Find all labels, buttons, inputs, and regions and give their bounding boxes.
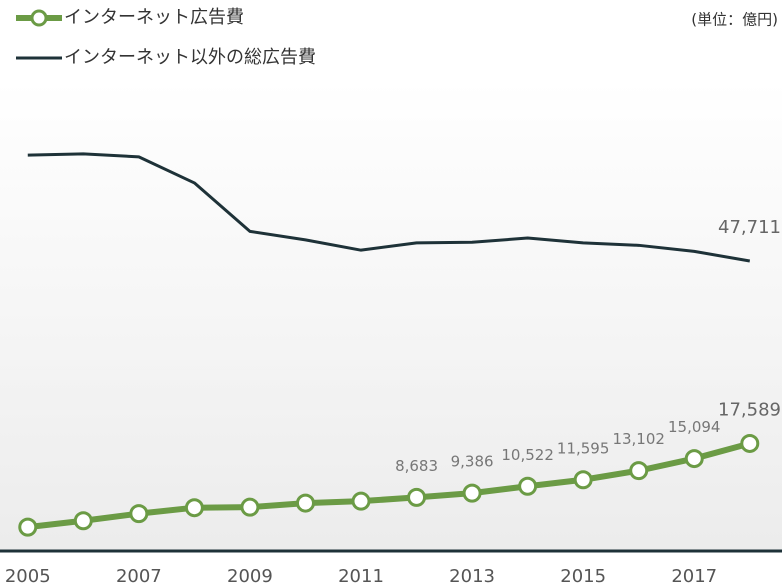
legend-label: インターネット広告費 — [64, 7, 244, 28]
plot-background — [0, 80, 782, 550]
value-label: 9,386 — [451, 453, 494, 471]
x-tick-label: 2017 — [671, 566, 717, 587]
unit-note: (単位：億円) — [691, 11, 778, 29]
marker — [73, 511, 93, 531]
marker — [295, 493, 315, 513]
x-tick-label: 2007 — [116, 566, 162, 587]
marker — [129, 504, 149, 524]
x-tick-label: 2009 — [227, 566, 273, 587]
value-label: 13,102 — [612, 430, 665, 448]
marker — [184, 498, 204, 518]
x-tick-label: 2013 — [449, 566, 495, 587]
marker — [629, 461, 649, 481]
legend-label: インターネット以外の総広告費 — [64, 47, 316, 68]
value-label: 15,094 — [668, 418, 721, 436]
marker — [351, 491, 371, 511]
value-label: 11,595 — [557, 439, 610, 457]
marker — [684, 449, 704, 469]
value-label: 8,683 — [395, 457, 438, 475]
value-label: 47,711 — [718, 217, 781, 238]
x-tick-label: 2015 — [560, 566, 606, 587]
marker — [462, 483, 482, 503]
x-tick-label: 2011 — [338, 566, 384, 587]
series-line — [27, 152, 751, 263]
marker — [518, 476, 538, 496]
legend-marker — [30, 9, 48, 27]
marker — [573, 470, 593, 490]
marker — [740, 433, 760, 453]
value-label: 10,522 — [501, 446, 554, 464]
value-label: 17,589 — [718, 399, 781, 420]
marker — [18, 517, 38, 537]
marker — [240, 497, 260, 517]
marker — [407, 487, 427, 507]
x-tick-label: 2005 — [5, 566, 51, 587]
